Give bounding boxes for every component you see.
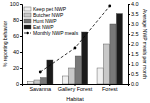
tick: Savanna [29, 84, 52, 92]
tick-mark [128, 84, 130, 85]
tick-label: Savanna [29, 86, 52, 92]
tick-label: 0.0 [131, 81, 139, 87]
tick-label: 40 [13, 49, 19, 55]
tick: 40 [13, 49, 22, 55]
tick: 2.0 [128, 41, 139, 47]
tick-label: 0 [16, 81, 19, 87]
legend: Keep pet NWPButcher NWPHunt NWPEat NWPMo… [24, 6, 79, 36]
tick-mark [20, 36, 22, 37]
tick: 0.0 [128, 81, 139, 87]
bar [103, 44, 109, 84]
tick-label: 3.0 [131, 21, 139, 27]
bar [97, 68, 103, 84]
bar [110, 24, 116, 84]
tick-label: 1.0 [131, 61, 139, 67]
tick: 80 [13, 17, 22, 23]
chart: SavannaGallery ForestForest0204060801000… [0, 0, 150, 103]
y2-axis-title: Average NWP meals per month [142, 9, 148, 79]
tick: 1.5 [128, 51, 139, 57]
tick-label: 2.0 [131, 41, 139, 47]
tick: Forest [102, 84, 118, 92]
tick: 1.0 [128, 61, 139, 67]
bar [62, 76, 68, 84]
bar-series [28, 68, 104, 84]
plot: SavannaGallery ForestForest0204060801000… [2, 1, 148, 101]
x-axis-title: Habitat [66, 96, 84, 102]
tick: Gallery Forest [58, 84, 93, 92]
tick-mark [20, 20, 22, 21]
tick: 3.0 [128, 21, 139, 27]
tick: 0 [16, 81, 22, 87]
legend-swatch [24, 33, 31, 34]
axis-line [129, 5, 131, 85]
bar-series [34, 44, 110, 84]
tick-mark [128, 24, 130, 25]
legend-item: Monthly NWP meals [24, 30, 79, 36]
tick-label: Gallery Forest [58, 86, 93, 92]
legend-swatch [24, 13, 31, 17]
tick-label: Forest [102, 86, 118, 92]
axis-line [20, 5, 23, 85]
tick-mark [128, 64, 130, 65]
tick-label: 2.5 [131, 31, 139, 37]
y2-axis: 0.0 0.5 1.0 1.5 2.0 2.5 3.0 3.5 4.0 [128, 1, 139, 87]
tick-label: 20 [13, 65, 19, 71]
tick: 3.5 [128, 11, 139, 17]
tick-mark [20, 84, 22, 85]
legend-swatch [24, 7, 31, 11]
tick-label: 0.5 [131, 71, 139, 77]
bar [69, 68, 75, 84]
tick: 60 [13, 33, 22, 39]
tick-mark [20, 52, 22, 53]
y-axis-title: % reporting behavior [2, 21, 8, 67]
line-point [74, 47, 77, 50]
bar [40, 78, 46, 84]
tick-mark [20, 4, 22, 5]
tick-mark [128, 34, 130, 35]
marks [28, 5, 123, 84]
tick: 20 [13, 65, 22, 71]
tick-mark [128, 44, 130, 45]
tick-mark [128, 14, 130, 15]
tick-mark [20, 68, 22, 69]
bar [28, 82, 34, 84]
tick-label: 1.5 [131, 51, 139, 57]
tick-mark [128, 4, 130, 5]
bar [47, 60, 53, 84]
legend-swatch [24, 25, 31, 29]
tick-label: 60 [13, 33, 19, 39]
line-point [108, 5, 111, 8]
bar [75, 56, 81, 84]
tick-mark [128, 74, 130, 75]
tick: 2.5 [128, 31, 139, 37]
bar [82, 32, 88, 84]
bar [34, 80, 40, 84]
legend-label: Monthly NWP meals [33, 30, 79, 36]
line-point [39, 71, 42, 74]
tick: 4.0 [128, 1, 139, 7]
tick-label: 80 [13, 17, 19, 23]
legend-swatch [24, 19, 31, 23]
y-axis: 0 20 40 60 80 100 [10, 1, 23, 87]
bar [116, 14, 122, 84]
tick: 0.5 [128, 71, 139, 77]
legend-marker [26, 32, 28, 34]
tick-label: 100 [10, 1, 19, 7]
tick-label: 4.0 [131, 1, 139, 7]
x-axis: Savanna Gallery Forest Forest [23, 84, 129, 92]
tick: 100 [10, 1, 22, 7]
bar-series [47, 14, 123, 84]
tick-label: 3.5 [131, 11, 139, 17]
tick-mark [128, 54, 130, 55]
